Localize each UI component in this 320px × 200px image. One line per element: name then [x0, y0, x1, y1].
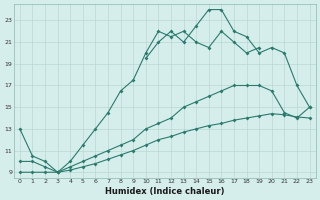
X-axis label: Humidex (Indice chaleur): Humidex (Indice chaleur) [105, 187, 224, 196]
